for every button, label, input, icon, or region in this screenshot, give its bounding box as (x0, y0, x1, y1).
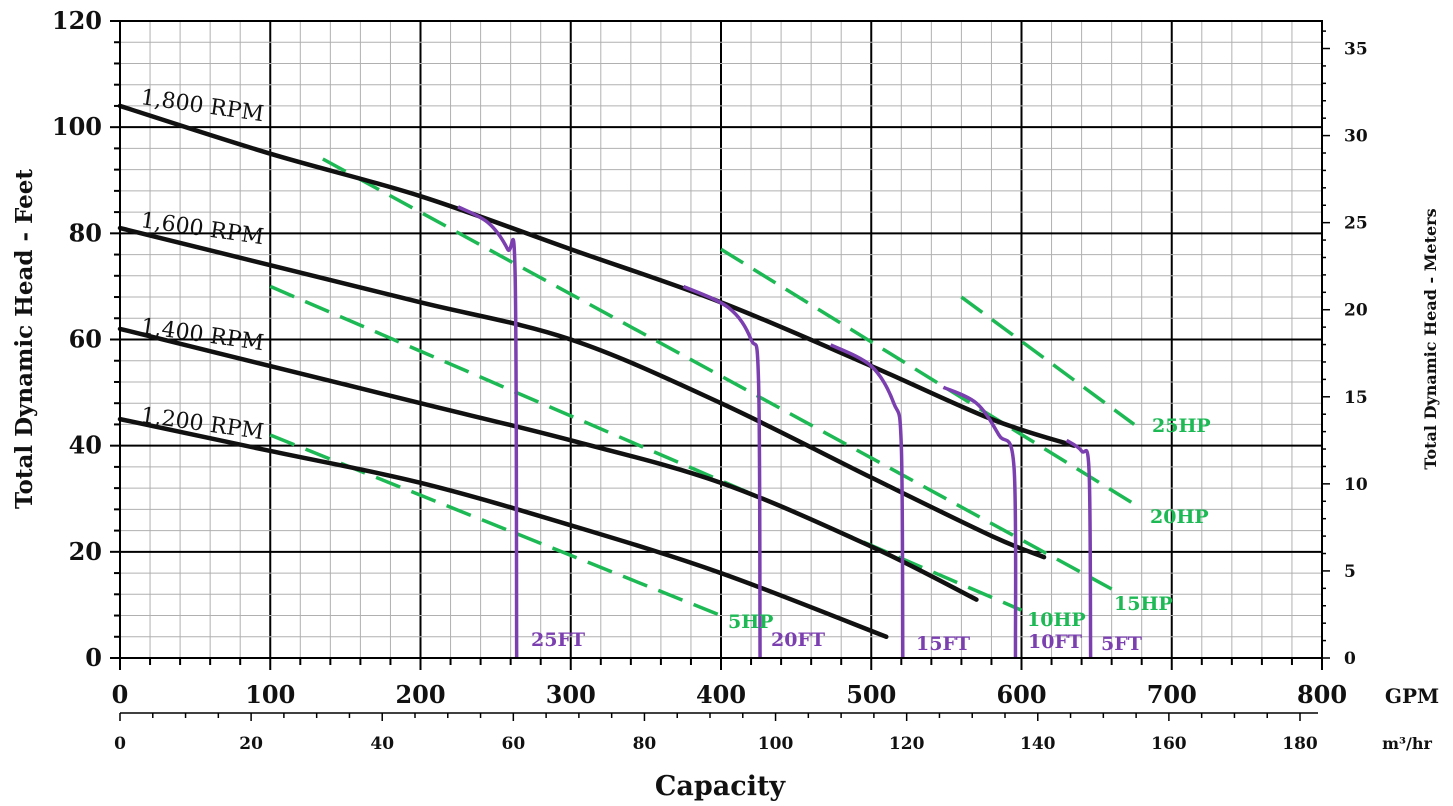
y2-tick-label: 0 (1344, 649, 1356, 669)
hp-label: 5HP (728, 611, 773, 633)
x-tick-label: 700 (1147, 680, 1197, 709)
rpm-label: 1,800 RPM (139, 85, 265, 127)
x-tick-label: 0 (112, 680, 129, 709)
x-tick-label: 300 (546, 680, 596, 709)
npsh-curve (457, 205, 519, 659)
hp-line (269, 284, 1023, 612)
y-tick-label: 80 (69, 218, 102, 247)
x-tick-label: 400 (696, 680, 746, 709)
npsh-curve (1065, 438, 1093, 659)
x2-tick-label: 60 (501, 734, 525, 754)
npsh-curve (829, 343, 905, 659)
npsh-curve (682, 284, 762, 659)
rpm-curve (117, 225, 1047, 560)
hp-label: 25HP (1152, 415, 1211, 437)
y2-tick-label: 25 (1344, 214, 1368, 234)
npsh-label: 15FT (916, 633, 970, 655)
y2-tick-label: 20 (1344, 301, 1368, 321)
hp-label: 15HP (1114, 593, 1173, 615)
y-tick-label: 120 (52, 6, 102, 35)
y-tick-label: 100 (52, 112, 102, 141)
y-axis-title: Total Dynamic Head - Feet (11, 169, 38, 509)
rpm-curve (117, 416, 889, 640)
y2-tick-label: 15 (1344, 388, 1368, 408)
grid (119, 20, 1323, 659)
x2-tick-label: 120 (889, 734, 925, 754)
rpm-label: 1,600 RPM (139, 208, 265, 250)
axes (110, 20, 1330, 721)
x2-tick-label: 40 (370, 734, 394, 754)
hp-line (321, 157, 1113, 591)
hp-label: 20HP (1150, 506, 1209, 528)
x-tick-label: 200 (395, 680, 445, 709)
y-tick-label: 40 (69, 431, 102, 460)
npsh-label: 25FT (531, 629, 585, 651)
npsh-label: 20FT (771, 629, 825, 651)
hp-line (720, 247, 1136, 506)
npsh-curve (942, 385, 1018, 659)
y-tick-label: 20 (69, 537, 102, 566)
hp-label: 10HP (1027, 609, 1086, 631)
x-tick-label: 100 (245, 680, 295, 709)
x2-tick-label: 140 (1020, 734, 1056, 754)
rpm-curve (117, 326, 979, 602)
x2-tick-label: 20 (239, 734, 263, 754)
x-unit-gpm: GPM (1385, 684, 1439, 708)
y-tick-label: 0 (85, 643, 102, 672)
x2-tick-label: 180 (1282, 734, 1318, 754)
labels: 0204060801001200510152025303540010020030… (52, 6, 1368, 754)
x-tick-label: 600 (996, 680, 1046, 709)
x2-tick-label: 0 (114, 734, 126, 754)
x-axis-title: Capacity (655, 771, 787, 802)
rpm-curve (117, 103, 1077, 448)
y2-tick-label: 10 (1344, 475, 1368, 495)
npsh-label: 5FT (1101, 633, 1142, 655)
rpm-label: 1,200 RPM (139, 403, 265, 445)
y2-tick-label: 30 (1344, 127, 1368, 147)
x2-tick-label: 100 (758, 734, 794, 754)
y2-tick-label: 35 (1344, 40, 1368, 60)
y2-tick-label: 5 (1344, 562, 1356, 582)
curves (117, 103, 1136, 659)
npsh-label: 10FT (1028, 631, 1082, 653)
y2-axis-title: Total Dynamic Head - Meters (1421, 208, 1440, 469)
x-tick-label: 800 (1297, 680, 1347, 709)
x-unit-m3hr: m³/hr (1382, 734, 1432, 753)
x2-tick-label: 80 (633, 734, 657, 754)
x-tick-label: 500 (846, 680, 896, 709)
y-tick-label: 60 (69, 325, 102, 354)
x2-tick-label: 160 (1151, 734, 1187, 754)
